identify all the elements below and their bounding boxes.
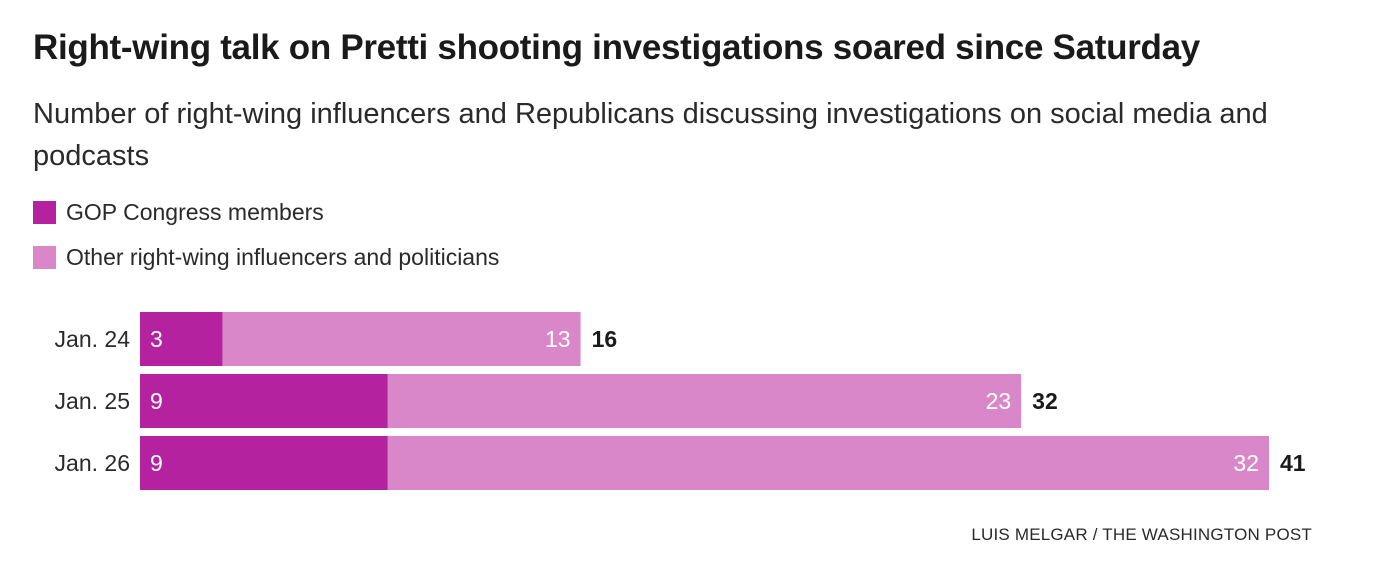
bar-value-label-other: 32 bbox=[1233, 450, 1259, 476]
legend-label-other: Other right-wing influencers and politic… bbox=[66, 244, 500, 270]
bar-value-label-gop: 9 bbox=[150, 388, 163, 414]
category-label: Jan. 26 bbox=[55, 450, 130, 476]
chart-subtitle: Number of right-wing influencers and Rep… bbox=[33, 98, 1268, 172]
legend-item-gop: GOP Congress members bbox=[33, 199, 324, 226]
bar-total-label: 41 bbox=[1280, 450, 1306, 476]
bar-total-label: 32 bbox=[1032, 388, 1058, 414]
bar-value-label-other: 13 bbox=[545, 326, 571, 352]
bar-segment-gop bbox=[140, 374, 388, 428]
legend-label-gop: GOP Congress members bbox=[66, 199, 324, 225]
bar-value-label-gop: 9 bbox=[150, 450, 163, 476]
category-label: Jan. 25 bbox=[55, 388, 130, 414]
category-label: Jan. 24 bbox=[55, 326, 131, 352]
legend-item-other: Other right-wing influencers and politic… bbox=[33, 244, 499, 271]
bar-segment-gop bbox=[140, 312, 223, 366]
bar-segment-other bbox=[387, 436, 1270, 490]
legend-swatch-other bbox=[33, 246, 56, 269]
bar-segment-other bbox=[387, 374, 1022, 428]
chart-title: Right-wing talk on Pretti shooting inves… bbox=[33, 28, 1200, 67]
stacked-bar-chart: Jan. 24 3 13 16 Jan. 25 9 23 32 Jan. 26 9 32 41 bbox=[55, 312, 1306, 490]
bar-total-label: 16 bbox=[592, 326, 618, 352]
credit-line: LUIS MELGAR / THE WASHINGTON POST bbox=[971, 525, 1312, 544]
bar-value-label-other: 23 bbox=[986, 388, 1012, 414]
legend-swatch-gop bbox=[33, 201, 56, 224]
bar-segment-other bbox=[222, 312, 581, 366]
bar-segment-gop bbox=[140, 436, 388, 490]
bar-value-label-gop: 3 bbox=[150, 326, 163, 352]
